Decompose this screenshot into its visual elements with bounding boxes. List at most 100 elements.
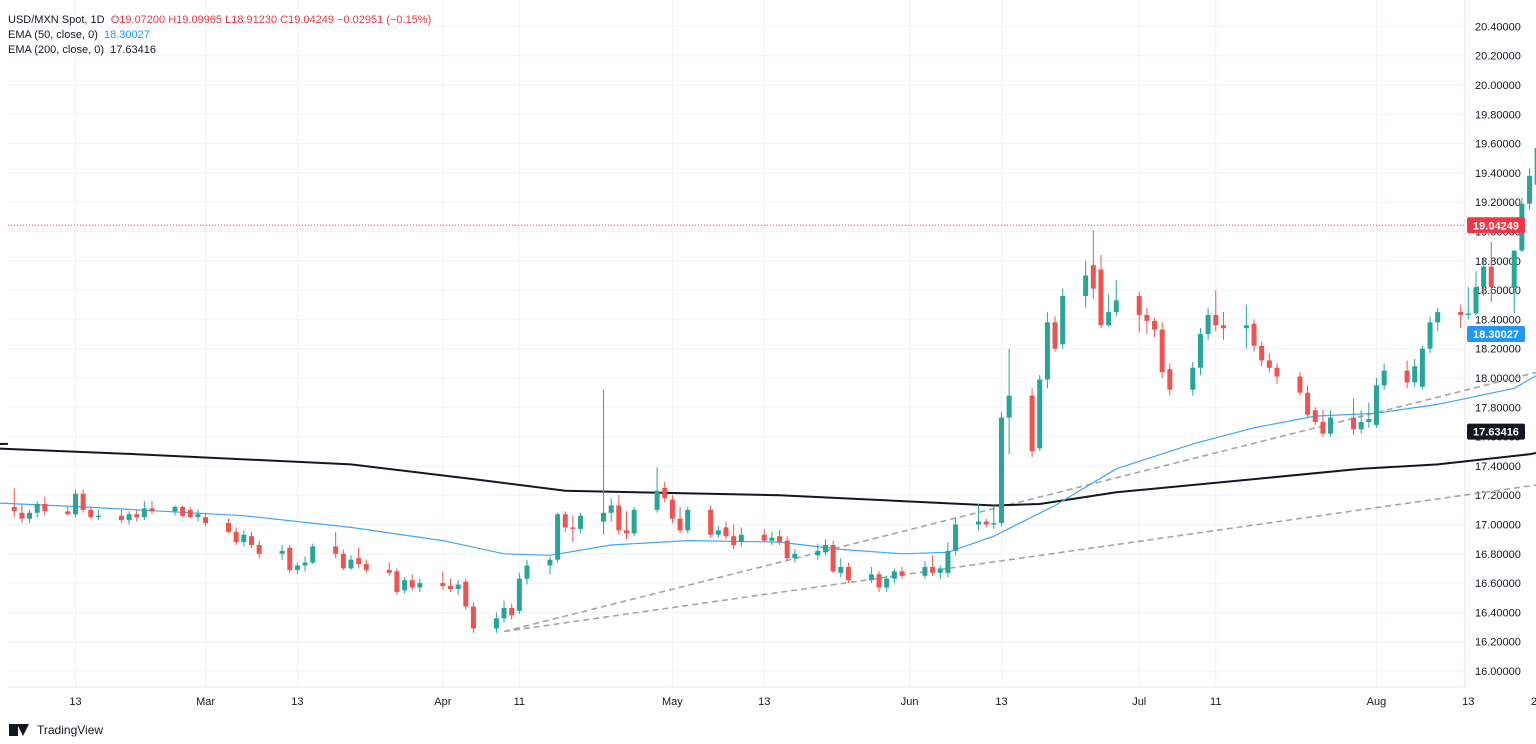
price-tick-label: 18.00000 [1475, 373, 1521, 385]
candle [226, 518, 232, 534]
candle-body [1205, 315, 1211, 335]
candle-body [769, 537, 775, 541]
last-price-badge: 19.04249 [1467, 217, 1525, 234]
candle [1251, 319, 1257, 352]
time-tick-label: 13 [1462, 696, 1474, 708]
candle-body [417, 583, 423, 588]
price-axis: 16.00000 16.20000 16.40000 16.60000 16.80000… [1475, 21, 1521, 678]
candle [1351, 398, 1357, 436]
candle-body [1083, 275, 1089, 296]
candle-body [256, 545, 262, 554]
candle-body [1052, 322, 1058, 349]
candle [976, 503, 982, 531]
candle [294, 562, 300, 575]
candle [1412, 358, 1418, 387]
candle [1488, 241, 1494, 302]
candle-body [180, 506, 186, 516]
candle-body [1037, 379, 1043, 449]
candle-body [248, 536, 254, 546]
candle [1358, 410, 1364, 434]
candle [815, 543, 821, 560]
candle-body [669, 499, 675, 519]
legend-ema200-value: 17.63416 [110, 44, 157, 56]
price-tick-label: 18.40000 [1475, 314, 1521, 326]
candle [945, 542, 951, 578]
candle [409, 574, 415, 591]
candle [1213, 290, 1219, 332]
candle-body [998, 417, 1004, 524]
candle [623, 511, 629, 540]
candle-body [524, 565, 530, 579]
candle-body [876, 574, 882, 588]
candle [172, 505, 178, 516]
candle-body [203, 517, 209, 524]
candle-body [731, 536, 737, 546]
candle [1259, 341, 1265, 367]
candle-body [1534, 147, 1536, 185]
tradingview-brand[interactable]: TradingView [9, 723, 103, 737]
candle-body [118, 515, 124, 521]
ema200-price-badge: 17.63416 [1467, 423, 1525, 440]
candle [65, 506, 71, 516]
trendline [503, 484, 1536, 633]
candle [1220, 312, 1226, 340]
candle [72, 489, 78, 518]
candle-body [654, 490, 660, 510]
candle [1305, 385, 1311, 418]
candle [248, 531, 254, 548]
candle [784, 536, 790, 562]
candle [402, 577, 408, 594]
candle [1328, 410, 1334, 437]
price-tick-label: 16.00000 [1475, 666, 1521, 678]
time-tick-label: May [662, 696, 683, 708]
candle-body [570, 527, 576, 529]
candle-body [447, 586, 453, 589]
candle-body [1465, 313, 1471, 316]
candle [1090, 230, 1096, 299]
candle-body [1427, 322, 1433, 349]
candle [493, 612, 499, 633]
candle [937, 565, 943, 579]
candle [256, 540, 262, 559]
candle-body [72, 493, 78, 515]
candle-body [677, 518, 683, 531]
candle [141, 501, 147, 521]
candle-body [1404, 370, 1410, 383]
price-tick-label: 17.80000 [1475, 402, 1521, 414]
candle-body [340, 553, 346, 569]
candle [95, 509, 101, 521]
price-tick-label: 18.80000 [1475, 256, 1521, 268]
candle [1167, 363, 1173, 396]
legend-high: H19.09965 [168, 14, 223, 26]
price-tick-label: 19.60000 [1475, 139, 1521, 151]
candle [601, 389, 607, 535]
candle-body [578, 515, 584, 529]
candle-body [1381, 370, 1387, 386]
candle [1381, 363, 1387, 390]
candle [195, 509, 201, 522]
candle-body [1152, 320, 1158, 330]
candle [440, 571, 446, 589]
candle-body [792, 553, 798, 559]
time-tick-label: Jul [1132, 696, 1146, 708]
candle [134, 509, 140, 522]
candle-body [126, 514, 132, 521]
candle-body [310, 546, 316, 563]
candle [631, 506, 637, 537]
candle-body [233, 531, 239, 543]
candle-body [42, 503, 48, 512]
candle [1274, 363, 1280, 384]
candle-body [302, 562, 308, 566]
candle-body [1358, 421, 1364, 430]
candle [578, 512, 584, 534]
candle-body [1351, 417, 1357, 430]
candle [1197, 328, 1203, 376]
candle-body [738, 534, 744, 543]
trendline [503, 371, 1536, 633]
chart-legend: USD/MXN Spot, 1D O19.07200 H19.09965 L18… [8, 13, 431, 58]
candle-body [1435, 312, 1441, 323]
candle [1113, 279, 1119, 317]
candle-body [1366, 419, 1372, 422]
candle [126, 511, 132, 525]
